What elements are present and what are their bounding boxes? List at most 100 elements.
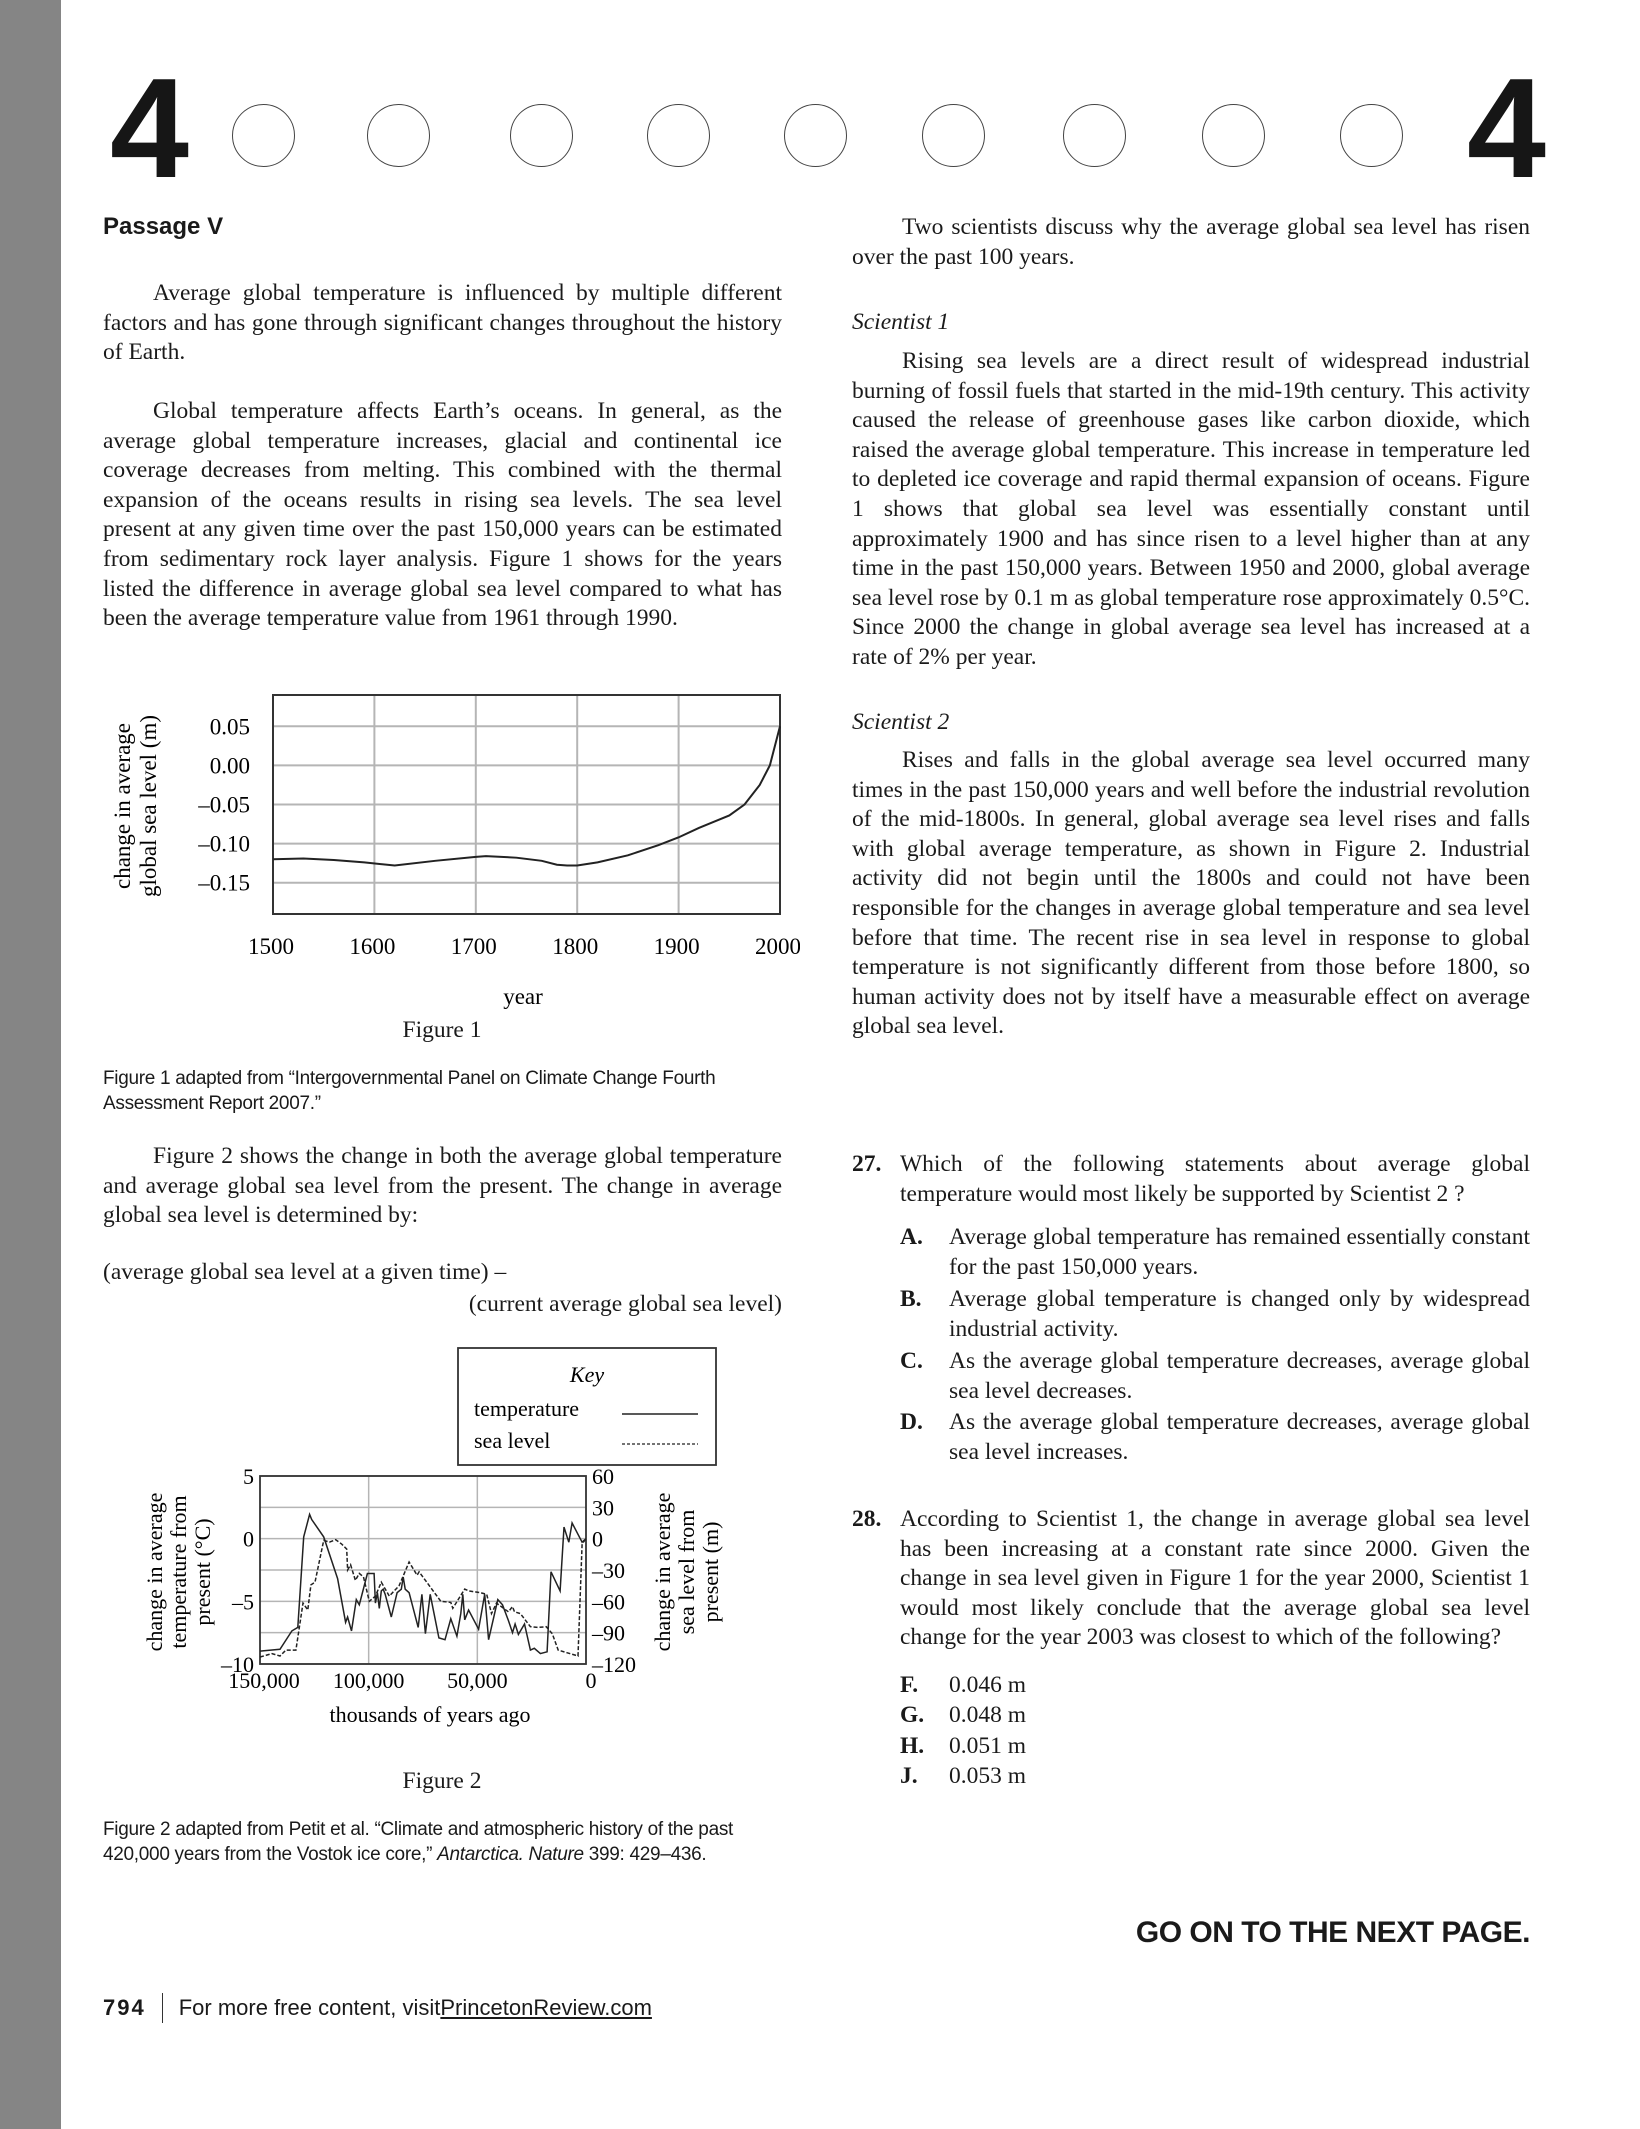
princeton-review-link[interactable]: PrincetonReview.com [440, 1995, 652, 2020]
option-j[interactable]: J. 0.053 m [900, 1762, 1530, 1792]
paragraph-3: Figure 2 shows the change in both the av… [103, 1143, 782, 1229]
y-axis-title: change in averageglobal sea level (m) [110, 715, 161, 897]
option-h[interactable]: H. 0.051 m [900, 1732, 1530, 1762]
y-tick-label: –0.10 [197, 832, 250, 857]
option-a[interactable]: A. Average global temperature has remaine… [900, 1223, 1530, 1282]
go-on-notice: GO ON TO THE NEXT PAGE. [1135, 1916, 1531, 1949]
figure-2-label: Figure 2 [402, 1768, 482, 1794]
figure-2-chart: 5 0 –5 –10 60 30 0 –30 –60 –90 –120 150,000 100,000 5… [142, 1347, 723, 1727]
figure-1-label: Figure 1 [402, 1017, 482, 1043]
x-tick-label: 2000 [755, 934, 800, 959]
caption-text: Figure 2 adapted from Petit et al. “Clim… [103, 1819, 734, 1865]
x-axis-title: thousands of years ago [329, 1702, 530, 1727]
y-right-tick-label: 0 [592, 1527, 603, 1552]
footer-divider [161, 1993, 163, 2023]
figure-1-caption: Figure 1 adapted from “Intergovernmental… [103, 1068, 716, 1114]
y-left-tick-label: 5 [243, 1464, 254, 1489]
y-left-axis-title: change in averagetemperature frompresent… [142, 1493, 215, 1652]
figure-2-caption: Figure 2 adapted from Petit et al. “Clim… [103, 1817, 793, 1867]
footer: 794 For more free content, visit Princet… [103, 1993, 652, 2023]
answer-circle [367, 104, 430, 167]
question-number: 28. [852, 1506, 882, 1532]
scientist-2-text: Rises and falls in the global average se… [852, 747, 1530, 1040]
section-number-right: 4 [1467, 49, 1546, 208]
plot-frame [272, 694, 781, 915]
answer-circle [647, 104, 710, 167]
option-f[interactable]: F. 0.046 m [900, 1671, 1530, 1701]
x-tick-label: 1900 [654, 934, 700, 959]
y-right-axis-title: change in averagesea level frompresent (… [650, 1493, 723, 1652]
option-letter: H. [900, 1733, 925, 1759]
legend-title: Key [569, 1362, 604, 1387]
formula-line-2: (current average global sea level) [468, 1291, 782, 1317]
x-tick-label: 50,000 [447, 1668, 508, 1693]
x-tick-label: 1800 [552, 934, 598, 959]
scientists-intro: Two scientists discuss why the average g… [852, 214, 1530, 270]
formula-line-1: (average global sea level at a given tim… [103, 1259, 507, 1285]
sea-level-line [259, 1538, 587, 1658]
answer-circle [510, 104, 573, 167]
y-left-tick-label: –5 [231, 1589, 254, 1614]
y-right-tick-label: 30 [592, 1495, 614, 1520]
question-text: Which of the following statements about … [900, 1151, 1530, 1207]
answer-circle [1340, 104, 1403, 167]
figure-1-chart: 0.05 0.00 –0.05 –0.10 –0.15 1500 1600 1700 1800 1… [110, 694, 800, 1009]
question-text: According to Scientist 1, the change in … [900, 1506, 1530, 1651]
scientist-1-label: Scientist 1 [852, 309, 950, 335]
y-tick-label: 0.00 [210, 753, 250, 778]
answer-circle [784, 104, 847, 167]
option-letter: F. [900, 1672, 919, 1698]
y-right-tick-label: –90 [591, 1621, 625, 1646]
question-number: 27. [852, 1151, 882, 1177]
page-number: 794 [103, 1995, 146, 2020]
legend-box [457, 1347, 717, 1466]
question-28: 28. According to Scientist 1, the change… [852, 1505, 1530, 1653]
question-27: 27. Which of the following statements ab… [852, 1150, 1530, 1209]
page-edge-strip [0, 0, 61, 2129]
option-letter: J. [900, 1763, 918, 1789]
caption-italic: Antarctica. Nature [437, 1844, 584, 1865]
option-g[interactable]: G. 0.048 m [900, 1701, 1530, 1731]
footer-text: For more free content, visit [178, 1995, 441, 2020]
y-left-tick-label: 0 [243, 1527, 254, 1552]
passage-title: Passage V [103, 213, 224, 240]
x-tick-label: 1500 [248, 934, 294, 959]
option-d[interactable]: D. As the average global temperature decr… [900, 1408, 1530, 1467]
option-text: As the average global temperature decrea… [949, 1348, 1530, 1404]
section-number-left: 4 [110, 49, 189, 208]
x-tick-label: 150,000 [228, 1668, 300, 1693]
paragraph-2: Global temperature affects Earth’s ocean… [103, 398, 782, 632]
option-text: 0.053 m [949, 1763, 1027, 1789]
y-tick-label: –0.05 [197, 793, 250, 818]
x-tick-label: 1600 [349, 934, 395, 959]
option-letter: G. [900, 1702, 925, 1728]
option-text: 0.051 m [949, 1733, 1027, 1759]
caption-text-end: 399: 429–436. [583, 1844, 707, 1865]
x-tick-label: 100,000 [333, 1668, 405, 1693]
y-left-tick-label: –10 [220, 1652, 254, 1677]
y-right-tick-label: 60 [592, 1464, 614, 1489]
answer-circle [922, 104, 985, 167]
paragraph-1: Average global temperature is influenced… [103, 280, 782, 366]
answer-circle [1063, 104, 1126, 167]
y-right-tick-label: –60 [591, 1589, 625, 1614]
option-text: Average global temperature is changed on… [949, 1286, 1530, 1342]
y-right-tick-label: –120 [591, 1652, 636, 1677]
option-text: 0.046 m [949, 1672, 1027, 1698]
y-tick-label: 0.05 [210, 714, 250, 739]
option-letter: C. [900, 1348, 923, 1374]
answer-circle [1202, 104, 1265, 167]
temperature-line [259, 1512, 587, 1655]
option-b[interactable]: B. Average global temperature is changed … [900, 1285, 1530, 1344]
scientist-1-text: Rising sea levels are a direct result of… [852, 348, 1530, 670]
legend-label-temperature: temperature [474, 1396, 579, 1421]
legend-label-sea-level: sea level [474, 1428, 550, 1453]
option-c[interactable]: C. As the average global temperature decr… [900, 1347, 1530, 1406]
x-tick-label: 1700 [451, 934, 497, 959]
option-letter: A. [900, 1224, 923, 1250]
plot-frame [259, 1475, 587, 1665]
scientist-2-label: Scientist 2 [852, 709, 950, 735]
option-text: As the average global temperature decrea… [949, 1409, 1530, 1465]
x-tick-label: 0 [586, 1668, 597, 1693]
y-tick-label: –0.15 [197, 871, 250, 896]
